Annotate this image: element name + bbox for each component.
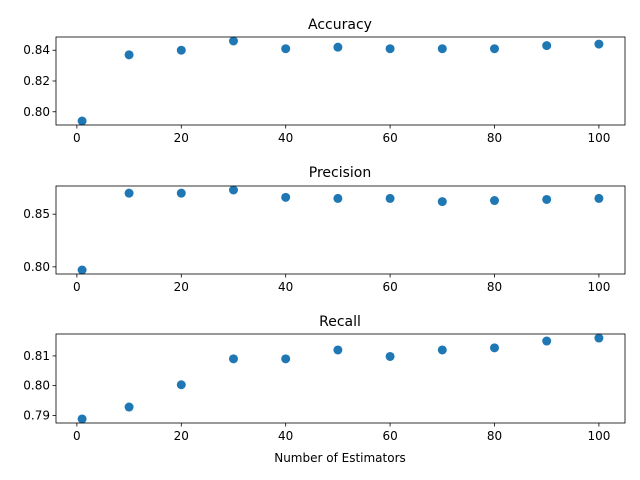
data-point — [437, 44, 447, 54]
data-point — [228, 36, 238, 46]
y-tick-label: 0.82 — [23, 74, 50, 88]
x-tick-label: 20 — [174, 280, 189, 294]
plot-frame — [55, 36, 626, 126]
x-tick-label: 80 — [487, 131, 502, 145]
data-point — [333, 42, 343, 52]
data-point — [333, 193, 343, 203]
data-point — [77, 414, 87, 424]
data-point — [77, 116, 87, 126]
y-tick-label: 0.81 — [23, 349, 50, 363]
plot-frame — [55, 333, 626, 424]
data-point — [124, 50, 134, 60]
data-point — [437, 197, 447, 207]
data-point — [77, 265, 87, 275]
x-tick-label: 0 — [73, 280, 81, 294]
data-point — [281, 354, 291, 364]
x-tick-label: 80 — [487, 280, 502, 294]
x-tick-label: 100 — [587, 280, 610, 294]
y-tick-label: 0.80 — [23, 105, 50, 119]
marks-layer: 0 20 40 60 80 100 0.79 0.80 0.81 — [23, 333, 610, 443]
data-point — [281, 44, 291, 54]
x-tick-label: 0 — [73, 429, 81, 443]
y-tick-label: 0.80 — [23, 379, 50, 393]
data-point — [228, 354, 238, 364]
data-point — [228, 185, 238, 195]
data-point — [437, 345, 447, 355]
data-point — [124, 402, 134, 412]
x-tick-label: 60 — [382, 429, 397, 443]
data-point — [594, 39, 604, 49]
x-tick-label: 20 — [174, 131, 189, 145]
x-tick-label: 60 — [382, 280, 397, 294]
x-axis-label: Number of Estimators — [274, 451, 406, 465]
data-point — [385, 193, 395, 203]
y-tick-label: 0.85 — [23, 207, 50, 221]
data-point — [176, 45, 186, 55]
data-point — [176, 188, 186, 198]
x-tick-label: 20 — [174, 429, 189, 443]
data-point — [542, 41, 552, 51]
x-tick-label: 80 — [487, 429, 502, 443]
data-point — [542, 194, 552, 204]
data-point — [281, 192, 291, 202]
subplot-accuracy: Accuracy 0 20 40 60 80 100 0.80 0.82 0.84 — [23, 17, 626, 145]
data-point — [489, 196, 499, 206]
marks-layer: 0 20 40 60 80 100 0.80 0.85 — [23, 185, 610, 294]
y-tick-label: 0.79 — [23, 408, 50, 422]
plot-frame — [55, 185, 626, 275]
subplot-title: Recall — [319, 314, 361, 330]
data-point — [489, 44, 499, 54]
subplot-title: Accuracy — [308, 17, 372, 33]
data-point — [385, 351, 395, 361]
data-point — [594, 193, 604, 203]
y-tick-label: 0.80 — [23, 260, 50, 274]
data-point — [333, 345, 343, 355]
marks-layer: 0 20 40 60 80 100 0.80 0.82 0.84 — [23, 36, 610, 145]
x-tick-label: 100 — [587, 429, 610, 443]
subplot-title: Precision — [309, 165, 371, 181]
x-tick-label: 40 — [278, 131, 293, 145]
data-point — [489, 343, 499, 353]
x-tick-label: 60 — [382, 131, 397, 145]
x-tick-label: 40 — [278, 429, 293, 443]
data-point — [124, 188, 134, 198]
data-point — [385, 44, 395, 54]
data-point — [176, 380, 186, 390]
x-tick-label: 40 — [278, 280, 293, 294]
x-tick-label: 100 — [587, 131, 610, 145]
data-point — [594, 333, 604, 343]
subplot-precision: Precision 0 20 40 60 80 100 0.80 0.85 — [23, 165, 626, 294]
data-point — [542, 336, 552, 346]
y-tick-label: 0.84 — [23, 43, 50, 57]
subplot-recall: Recall 0 20 40 60 80 100 0.79 0.80 0.81 Number o… — [23, 314, 626, 465]
x-tick-label: 0 — [73, 131, 81, 145]
